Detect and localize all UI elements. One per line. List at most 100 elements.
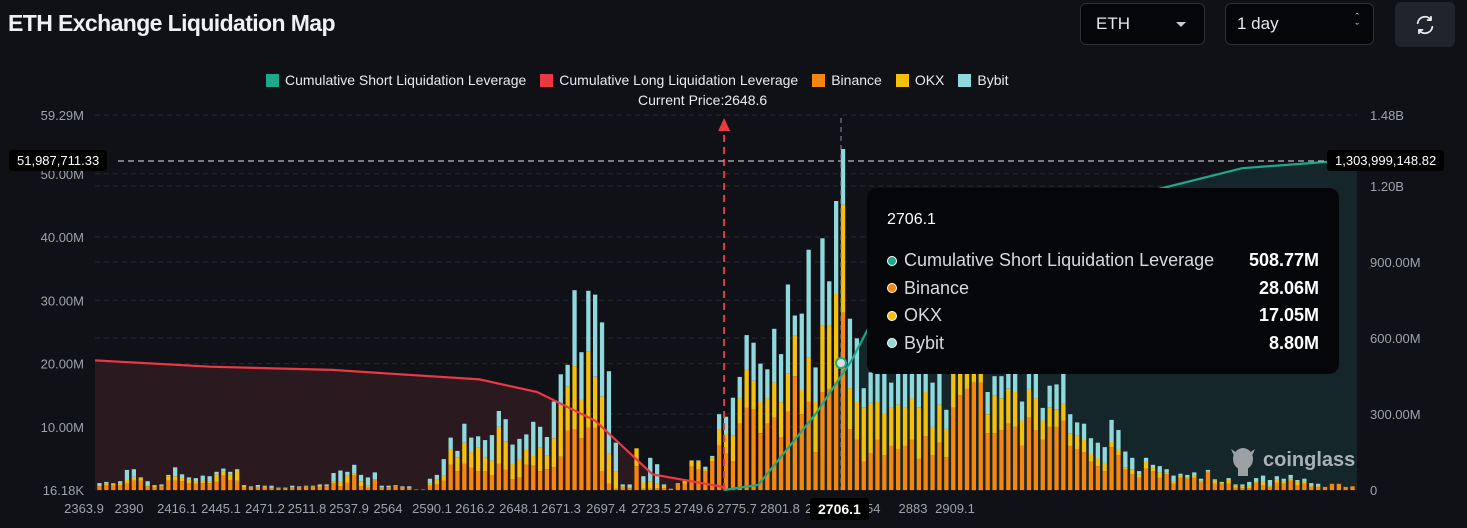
bar-segment-okx xyxy=(985,414,990,434)
bar-segment-bybit xyxy=(152,485,157,486)
bar-segment-okx xyxy=(269,487,274,489)
bar-segment-binance xyxy=(1054,426,1059,491)
bar-segment-okx xyxy=(648,481,653,489)
bar-segment-okx xyxy=(372,479,377,480)
bar-segment-okx xyxy=(1054,409,1059,427)
bar-segment-bybit xyxy=(255,485,260,487)
bar-segment-bybit xyxy=(717,414,722,430)
coinglass-logo-icon xyxy=(1231,448,1255,476)
symbol-select[interactable]: ETH xyxy=(1080,3,1205,45)
bar-segment-okx xyxy=(1247,485,1252,489)
bar-segment-bybit xyxy=(317,484,322,485)
bar-segment-okx xyxy=(462,442,467,464)
bar-segment-bybit xyxy=(1240,484,1245,487)
bar-segment-binance xyxy=(806,401,811,491)
bar-segment-okx xyxy=(1019,420,1025,446)
x-axis-tick: 2537.9 xyxy=(329,501,369,516)
bar-segment-bybit xyxy=(696,460,701,462)
bar-segment-bybit xyxy=(358,474,364,482)
bar-segment-binance xyxy=(923,436,928,491)
bar-segment-binance xyxy=(1102,471,1107,491)
bar-segment-binance xyxy=(717,445,722,491)
bar-segment-okx xyxy=(1233,485,1238,488)
bar-segment-binance xyxy=(145,486,150,491)
bar-segment-okx xyxy=(599,396,605,472)
bar-segment-okx xyxy=(744,369,749,408)
bar-segment-binance xyxy=(1226,483,1231,491)
bar-segment-bybit xyxy=(882,347,887,413)
page-title: ETH Exchange Liquidation Map xyxy=(8,10,336,36)
legend-item[interactable]: OKX xyxy=(895,72,944,88)
bar-segment-okx xyxy=(1088,454,1094,462)
bar-segment-binance xyxy=(751,409,756,491)
bar-segment-okx xyxy=(159,485,164,487)
bar-segment-okx xyxy=(393,485,398,487)
bar-segment-okx xyxy=(1061,403,1066,421)
bar-segment-okx xyxy=(1137,474,1142,478)
bar-segment-bybit xyxy=(1150,464,1156,468)
bar-segment-bybit xyxy=(558,374,563,406)
bar-segment-okx xyxy=(696,461,701,470)
bar-segment-bybit xyxy=(778,354,784,403)
bar-segment-binance xyxy=(840,312,846,491)
bar-segment-binance xyxy=(207,483,212,491)
bar-segment-binance xyxy=(944,457,949,491)
bar-segment-binance xyxy=(1274,482,1279,491)
tooltip-title: 2706.1 xyxy=(887,211,936,228)
bar-segment-bybit xyxy=(131,469,136,477)
bar-segment-okx xyxy=(193,481,198,484)
bar-segment-binance xyxy=(1171,483,1176,491)
bar-segment-bybit xyxy=(1260,475,1266,482)
bar-segment-okx xyxy=(1260,481,1266,486)
bar-segment-bybit xyxy=(1088,438,1094,454)
bar-segment-binance xyxy=(1309,486,1314,491)
bar-segment-okx xyxy=(255,486,260,488)
bar-segment-okx xyxy=(124,480,130,484)
bar-segment-bybit xyxy=(889,382,894,408)
bar-segment-bybit xyxy=(840,149,846,205)
legend-item[interactable]: Cumulative Short Liquidation Leverage xyxy=(266,72,526,88)
legend-item[interactable]: Bybit xyxy=(958,72,1009,88)
bar-segment-bybit xyxy=(1026,369,1032,389)
bar-segment-okx xyxy=(290,486,295,488)
tooltip-value: 508.77M xyxy=(1248,250,1319,271)
x-axis-tick: 2416.1 xyxy=(157,501,197,516)
symbol-select-value: ETH xyxy=(1096,14,1130,33)
bar-segment-bybit xyxy=(97,483,102,485)
bar-segment-okx xyxy=(200,480,205,484)
bar-segment-okx xyxy=(1095,458,1100,467)
bar-segment-okx xyxy=(565,386,570,431)
bar-segment-okx xyxy=(544,455,550,470)
bar-segment-binance xyxy=(104,485,109,491)
bar-segment-okx xyxy=(875,401,880,440)
bar-segment-okx xyxy=(717,429,722,446)
x-axis-tick: 2909.1 xyxy=(935,501,975,516)
refresh-button[interactable] xyxy=(1395,2,1455,47)
bar-segment-bybit xyxy=(985,392,990,415)
bar-segment-binance xyxy=(448,464,453,491)
bar-segment-bybit xyxy=(241,485,247,486)
bar-segment-okx xyxy=(944,428,949,458)
bar-segment-okx xyxy=(586,351,591,428)
bar-segment-binance xyxy=(579,438,584,491)
bar-segment-okx xyxy=(1192,475,1197,478)
bar-segment-bybit xyxy=(627,484,632,488)
bar-segment-bybit xyxy=(1157,466,1162,473)
bar-segment-okx xyxy=(579,399,584,439)
bar-segment-binance xyxy=(661,488,667,491)
bar-segment-okx xyxy=(152,485,157,487)
bar-segment-binance xyxy=(476,471,481,491)
bar-segment-binance xyxy=(889,445,894,491)
bar-segment-binance xyxy=(985,433,990,491)
right-axis-tick: 1.48B xyxy=(1370,108,1404,123)
bar-segment-okx xyxy=(1226,480,1231,484)
legend-item[interactable]: Binance xyxy=(812,72,882,88)
bar-segment-okx xyxy=(682,481,687,484)
bar-segment-okx xyxy=(1240,486,1245,489)
bar-segment-binance xyxy=(1164,474,1169,491)
bar-segment-binance xyxy=(379,487,384,491)
bar-segment-okx xyxy=(517,459,522,478)
legend-item[interactable]: Cumulative Long Liquidation Leverage xyxy=(540,72,798,88)
bar-segment-bybit xyxy=(861,388,866,408)
